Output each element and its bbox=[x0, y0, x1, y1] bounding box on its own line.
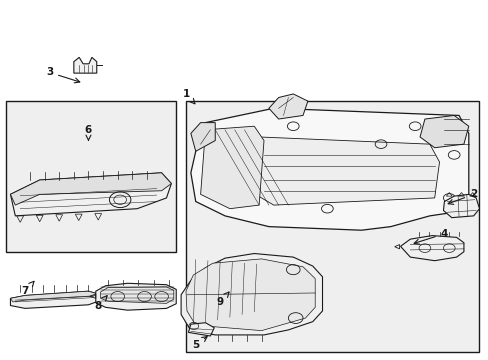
Polygon shape bbox=[96, 283, 176, 310]
Text: 2: 2 bbox=[447, 189, 476, 204]
Polygon shape bbox=[185, 259, 315, 330]
Polygon shape bbox=[10, 291, 98, 302]
Polygon shape bbox=[268, 94, 307, 119]
Polygon shape bbox=[101, 287, 173, 303]
Polygon shape bbox=[443, 194, 479, 218]
Text: 3: 3 bbox=[46, 67, 80, 83]
Polygon shape bbox=[190, 123, 215, 151]
Text: 7: 7 bbox=[21, 281, 34, 296]
Text: 1: 1 bbox=[182, 89, 195, 104]
Polygon shape bbox=[10, 291, 98, 309]
Bar bbox=[5, 101, 176, 252]
Polygon shape bbox=[10, 173, 171, 216]
Bar bbox=[185, 101, 478, 352]
Polygon shape bbox=[181, 253, 322, 335]
Polygon shape bbox=[10, 173, 171, 205]
Polygon shape bbox=[244, 137, 439, 205]
Polygon shape bbox=[188, 323, 214, 336]
Text: 6: 6 bbox=[84, 125, 92, 140]
Polygon shape bbox=[190, 108, 468, 230]
Text: 5: 5 bbox=[192, 337, 207, 350]
Polygon shape bbox=[419, 116, 468, 148]
Text: 8: 8 bbox=[94, 296, 107, 311]
Polygon shape bbox=[400, 235, 463, 261]
Polygon shape bbox=[74, 57, 97, 73]
Text: 9: 9 bbox=[216, 292, 228, 307]
Polygon shape bbox=[200, 126, 264, 209]
Text: 4: 4 bbox=[413, 229, 447, 244]
